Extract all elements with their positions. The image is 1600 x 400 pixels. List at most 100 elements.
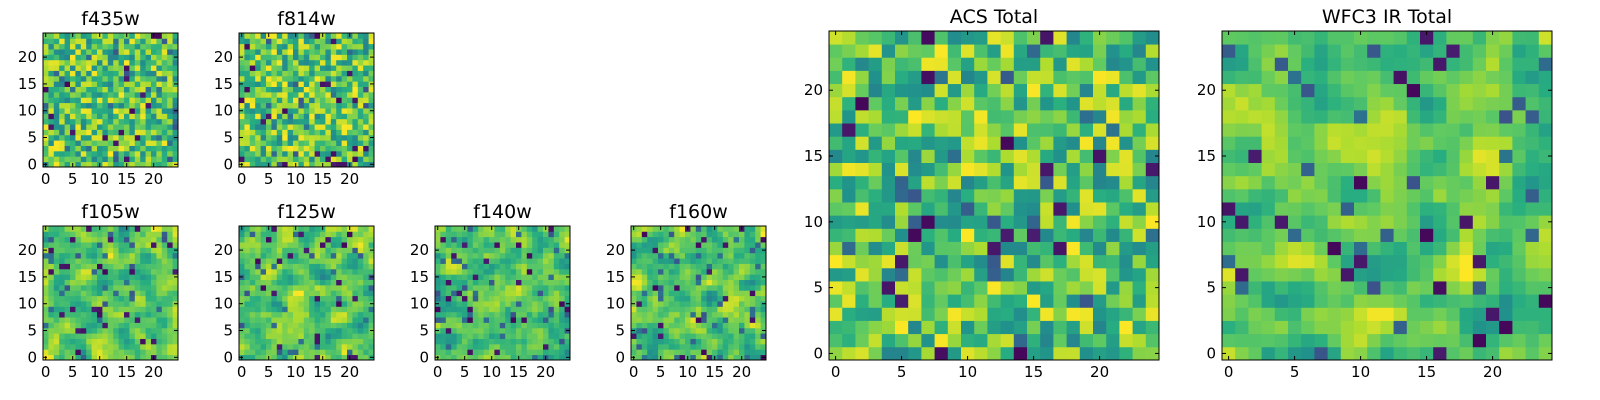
heatmap-cell (134, 338, 141, 345)
heatmap-cell (760, 263, 767, 270)
heatmap-cell (559, 258, 565, 264)
heatmap-cell (102, 274, 109, 280)
heatmap-cell (974, 57, 988, 71)
heatmap-cell (658, 349, 664, 356)
heatmap-cell (462, 263, 468, 270)
heatmap-cell (172, 150, 179, 157)
heatmap-cell (1053, 175, 1067, 190)
heatmap-cell (895, 109, 909, 124)
heatmap-cell (48, 49, 55, 55)
heatmap-cell (53, 81, 60, 87)
heatmap-cell (987, 307, 1001, 321)
heatmap-cell (113, 242, 119, 248)
heatmap-cell (314, 284, 321, 291)
heatmap-cell (974, 83, 988, 98)
heatmap-cell (287, 354, 294, 361)
heatmap-cell (145, 236, 152, 243)
heatmap-cell (1066, 70, 1081, 85)
heatmap-cell (1079, 346, 1094, 361)
heatmap-cell (1327, 294, 1342, 308)
heatmap-cell (641, 317, 648, 323)
heatmap-cell (1093, 254, 1107, 269)
heatmap-cell (658, 322, 664, 329)
heatmap-cell (43, 156, 49, 163)
heatmap-cell (140, 306, 146, 313)
heatmap-cell (293, 290, 299, 297)
heatmap-cell (679, 279, 686, 286)
heatmap-cell (129, 65, 136, 71)
heatmap-cell (505, 295, 511, 302)
heatmap-cell (113, 354, 119, 361)
heatmap-cell (352, 150, 359, 157)
heatmap-cell (641, 247, 648, 254)
heatmap-cell (59, 59, 65, 66)
heatmap-cell (499, 295, 506, 302)
heatmap-cell (357, 338, 364, 345)
heatmap-cell (287, 150, 294, 157)
heatmap-cell (320, 317, 326, 323)
heatmap-cell (255, 59, 261, 66)
heatmap-cell (1261, 188, 1276, 203)
heatmap-cell (266, 284, 272, 291)
heatmap-cell (124, 49, 130, 55)
heatmap-cell (679, 258, 686, 264)
heatmap-cell (548, 333, 555, 339)
heatmap-cell (118, 150, 125, 157)
heatmap-cell (91, 129, 98, 136)
heatmap-cell (134, 327, 141, 334)
heatmap-cell (895, 346, 909, 361)
heatmap-cell (336, 113, 342, 120)
heatmap-cell (86, 33, 92, 39)
heatmap-cell (706, 322, 713, 329)
heatmap-cell (124, 65, 130, 71)
heatmap-cell (167, 258, 173, 264)
heatmap-cell (881, 215, 896, 229)
heatmap-cell (363, 317, 369, 323)
heatmap-cell (298, 65, 305, 71)
heatmap-cell (59, 38, 65, 45)
heatmap-cell (59, 145, 65, 152)
heatmap-cell (505, 242, 511, 248)
heatmap-cell (276, 124, 283, 130)
heatmap-cell (298, 97, 305, 104)
heatmap-cell (276, 59, 283, 66)
heatmap-cell (145, 290, 152, 297)
heatmap-cell (282, 290, 288, 297)
heatmap-cell (1248, 267, 1262, 282)
heatmap-cell (722, 343, 729, 350)
heatmap-cell (695, 231, 702, 238)
heatmap-cell (75, 311, 82, 318)
heatmap-cell (855, 307, 869, 321)
heatmap-cell (462, 274, 468, 280)
heatmap-cell (494, 274, 501, 280)
heatmap-cell (75, 91, 82, 98)
heatmap-cell (462, 301, 468, 307)
heatmap-cell (140, 145, 146, 152)
heatmap-cell (1132, 228, 1147, 242)
heatmap-cell (134, 134, 141, 141)
heatmap-cell (695, 306, 702, 313)
heatmap-cell (363, 91, 369, 98)
heatmap-cell (48, 231, 55, 238)
heatmap-cell (842, 123, 856, 137)
heatmap-cell (336, 124, 342, 130)
heatmap-cell (298, 134, 305, 141)
y-tick-label: 20 (214, 48, 233, 66)
heatmap-cell (829, 202, 843, 216)
heatmap-cell (706, 236, 713, 243)
heatmap-cell (636, 327, 643, 334)
heatmap-cell (663, 284, 670, 291)
heatmap-cell (244, 226, 251, 232)
x-tick-label: 15 (509, 363, 528, 381)
heatmap-cell (1538, 333, 1553, 348)
heatmap-cell (320, 236, 326, 243)
heatmap-cell (347, 333, 353, 339)
heatmap-cell (467, 327, 474, 334)
heatmap-cell (1406, 202, 1421, 216)
heatmap-cell (974, 307, 988, 321)
heatmap-cell (1000, 162, 1015, 177)
heatmap-cell (172, 295, 179, 302)
heatmap-cell (347, 118, 353, 125)
heatmap-cell (320, 156, 326, 163)
